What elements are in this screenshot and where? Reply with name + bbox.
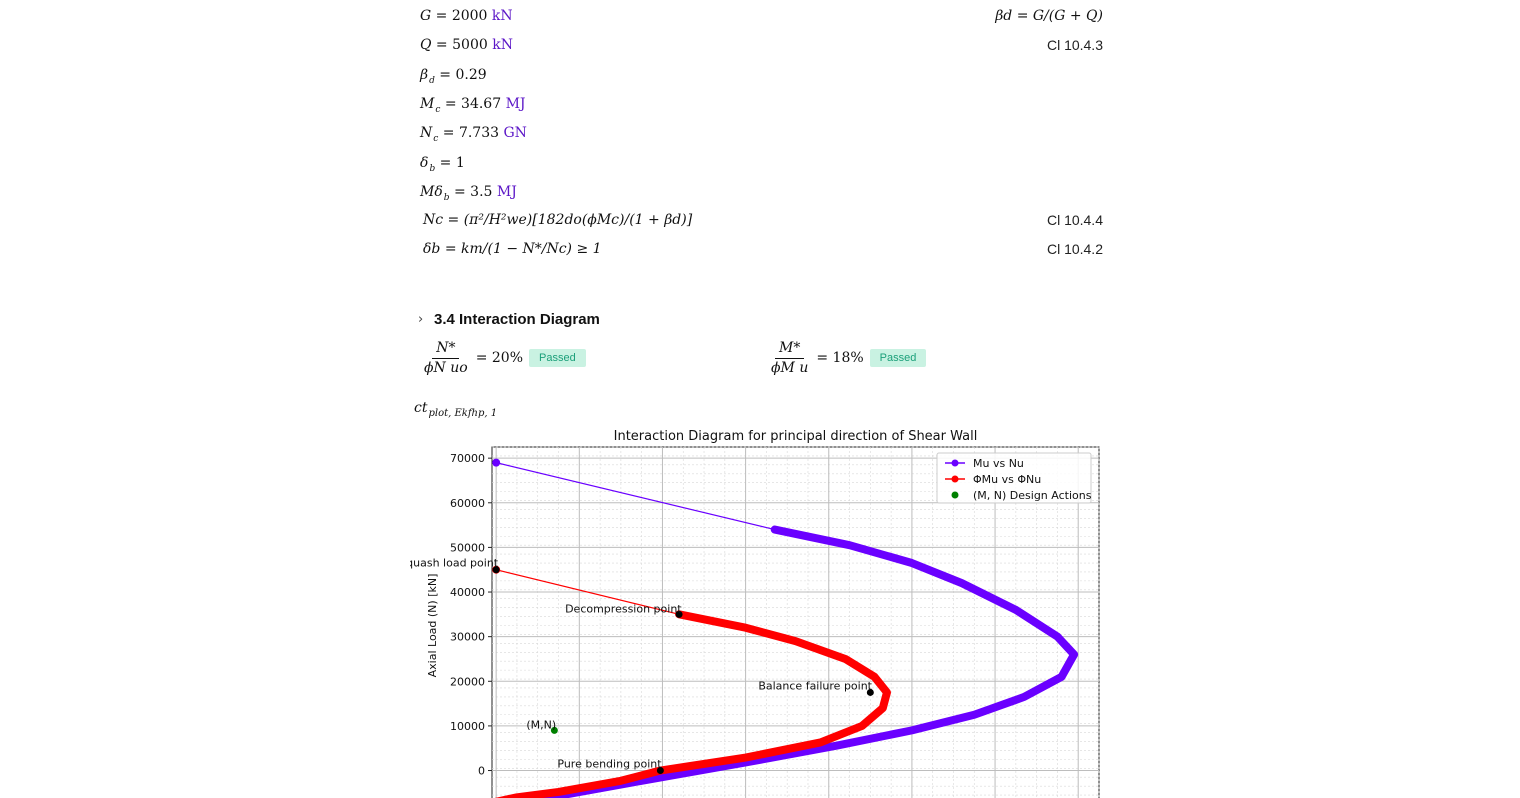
design-action-label: (M,N) [526,718,556,731]
key-point-marker [492,566,500,574]
key-point-label: Squash load point [410,557,499,570]
clause-ref: Cl 10.4.2 [1046,241,1103,257]
legend-swatch-marker [951,491,959,499]
variable-row-G: G = 2000 kN βd = G/(G + Q) [420,8,1103,24]
clause-ref: Cl 10.4.4 [1046,212,1103,228]
y-tick-label: 50000 [450,541,485,554]
axial-fraction: N* ϕN uo [424,340,468,376]
y-tick-label: 70000 [450,452,485,465]
moment-fraction: M* ϕM u [771,340,809,376]
series-point [492,458,501,467]
Nc-unit: GN [503,125,527,141]
y-tick-label: 0 [478,765,485,778]
y-axis-label: Axial Load (N) [kN] [426,574,439,678]
legend-label: (M, N) Design Actions [973,489,1092,502]
formula-row-delta-b: δb = km/(1 − N*/Nc) ≥ 1 Cl 10.4.2 [420,239,1103,263]
key-point-label: Decompression point [565,602,682,615]
M-delta-b-value: 3.5 [470,184,493,200]
status-badge: Passed [529,349,586,367]
Q-value: 5000 [452,37,488,53]
variable-row-Q: Q = 5000 kN Cl 10.4.3 [420,37,1103,53]
y-tick-label: 20000 [450,675,485,688]
legend-swatch-marker [951,475,959,483]
Mc-unit: MJ [505,96,526,112]
moment-ratio-value: 18% [832,350,864,366]
series-curve [494,610,891,798]
variable-row-Nc: Nc = 7.733 GN [420,125,527,144]
delta-b-formula: δb = km/(1 − N*/Nc) ≥ 1 [423,241,602,257]
key-point-marker [675,610,683,618]
legend-label: ΦMu vs ΦNu [973,473,1041,486]
clause-ref: Cl 10.4.3 [1046,37,1103,53]
series-line-segment [496,569,680,615]
y-tick-label: 10000 [450,720,485,733]
Nc-value: 7.733 [458,125,500,141]
section-header-interaction-diagram[interactable]: › 3.4 Interaction Diagram [418,308,600,330]
legend-swatch-marker [951,459,959,467]
formula-row-Nc: Nc = (π²/H²we)[182do(ϕMc)/(1 + βd)] Cl 1… [420,210,1103,234]
key-point-marker [656,767,664,775]
variable-row-Mc: Mc = 34.67 MJ [420,96,526,115]
moment-utilization-check: M* ϕM u = 18% Passed [771,337,927,379]
key-point-label: Pure bending point [557,758,662,771]
Q-unit: kN [492,37,513,53]
legend-label: Mu vs Nu [973,457,1024,470]
y-tick-label: 60000 [450,497,485,510]
plot-area [491,446,1100,798]
axial-ratio-value: 20% [491,350,524,366]
plot-variable-label: ctplot, Ekfhp, 1 [414,400,498,419]
delta-b-value: 1 [455,155,465,171]
key-point-marker [866,688,874,696]
beta-d-value: 0.29 [455,67,487,83]
series-line-segment [496,462,775,531]
chevron-right-icon[interactable]: › [418,311,424,327]
chart-title: Interaction Diagram for principal direct… [614,429,978,444]
Nc-formula: Nc = (π²/H²we)[182do(ϕMc)/(1 + βd)] [423,212,693,228]
legend-box [936,452,1092,504]
y-tick-label: 30000 [450,631,485,644]
G-unit: kN [491,8,513,24]
variable-row-beta-d: βd = 0.29 [420,67,487,86]
status-badge: Passed [869,349,927,367]
series-curve [524,525,1079,798]
section-title: 3.4 Interaction Diagram [434,310,600,328]
beta-d-formula: βd = G/(G + Q) [995,8,1103,24]
y-tick-label: 40000 [450,586,485,599]
axial-utilization-check: N* ϕN uo = 20% Passed [424,337,586,379]
M-delta-b-unit: MJ [496,184,517,200]
G-value: 2000 [451,8,488,24]
variable-row-delta-b: δb = 1 [420,155,465,174]
variable-row-M-delta-b: Mδb = 3.5 MJ [420,184,517,203]
interaction-diagram-chart: Interaction Diagram for principal direct… [410,429,1100,798]
Mc-value: 34.67 [461,96,502,112]
design-action-point [550,726,558,734]
key-point-label: Balance failure point [758,679,872,692]
